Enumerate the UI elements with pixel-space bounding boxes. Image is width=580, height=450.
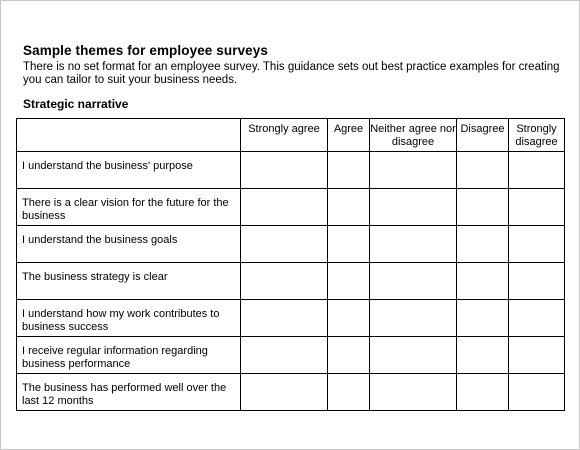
document-title: Sample themes for employee surveys xyxy=(23,43,269,58)
cell-strongly-agree[interactable] xyxy=(240,188,328,226)
section-heading: Strategic narrative xyxy=(23,97,129,111)
cell-agree[interactable] xyxy=(327,151,370,189)
header-agree: Agree xyxy=(327,118,370,152)
table-row: I understand the business goals xyxy=(16,225,565,263)
row-statement: The business has performed well over the… xyxy=(16,373,241,411)
cell-agree[interactable] xyxy=(327,225,370,263)
cell-strongly-agree[interactable] xyxy=(240,373,328,411)
header-neither: Neither agree nor disagree xyxy=(369,118,457,152)
cell-disagree[interactable] xyxy=(456,299,509,337)
table-row: I receive regular information regarding … xyxy=(16,336,565,374)
cell-agree[interactable] xyxy=(327,336,370,374)
cell-disagree[interactable] xyxy=(456,373,509,411)
cell-disagree[interactable] xyxy=(456,262,509,300)
cell-neither[interactable] xyxy=(369,373,457,411)
cell-disagree[interactable] xyxy=(456,151,509,189)
cell-strongly-disagree[interactable] xyxy=(508,151,565,189)
table-row: The business strategy is clear xyxy=(16,262,565,300)
table-row: I understand the business' purpose xyxy=(16,151,565,189)
header-disagree: Disagree xyxy=(456,118,509,152)
row-statement: I understand the business goals xyxy=(16,225,241,263)
cell-agree[interactable] xyxy=(327,188,370,226)
row-statement: There is a clear vision for the future f… xyxy=(16,188,241,226)
cell-disagree[interactable] xyxy=(456,188,509,226)
table-row: The business has performed well over the… xyxy=(16,373,565,411)
cell-neither[interactable] xyxy=(369,262,457,300)
cell-agree[interactable] xyxy=(327,373,370,411)
cell-disagree[interactable] xyxy=(456,336,509,374)
cell-strongly-disagree[interactable] xyxy=(508,225,565,263)
row-statement: I understand how my work contributes to … xyxy=(16,299,241,337)
cell-strongly-disagree[interactable] xyxy=(508,336,565,374)
cell-strongly-disagree[interactable] xyxy=(508,188,565,226)
cell-neither[interactable] xyxy=(369,336,457,374)
table-header-row: Strongly agree Agree Neither agree nor d… xyxy=(16,118,565,152)
cell-strongly-agree[interactable] xyxy=(240,225,328,263)
cell-neither[interactable] xyxy=(369,151,457,189)
table-row: There is a clear vision for the future f… xyxy=(16,188,565,226)
row-statement: The business strategy is clear xyxy=(16,262,241,300)
cell-strongly-agree[interactable] xyxy=(240,151,328,189)
row-statement: I understand the business' purpose xyxy=(16,151,241,189)
cell-disagree[interactable] xyxy=(456,225,509,263)
cell-strongly-disagree[interactable] xyxy=(508,262,565,300)
cell-strongly-agree[interactable] xyxy=(240,262,328,300)
survey-table: Strongly agree Agree Neither agree nor d… xyxy=(16,118,565,411)
cell-neither[interactable] xyxy=(369,188,457,226)
header-strongly-disagree: Strongly disagree xyxy=(508,118,565,152)
cell-agree[interactable] xyxy=(327,299,370,337)
cell-strongly-agree[interactable] xyxy=(240,336,328,374)
cell-neither[interactable] xyxy=(369,299,457,337)
table-row: I understand how my work contributes to … xyxy=(16,299,565,337)
row-statement: I receive regular information regarding … xyxy=(16,336,241,374)
header-statement xyxy=(16,118,241,152)
cell-strongly-agree[interactable] xyxy=(240,299,328,337)
intro-paragraph: There is no set format for an employee s… xyxy=(23,61,560,86)
cell-neither[interactable] xyxy=(369,225,457,263)
header-strongly-agree: Strongly agree xyxy=(240,118,328,152)
cell-strongly-disagree[interactable] xyxy=(508,299,565,337)
cell-agree[interactable] xyxy=(327,262,370,300)
cell-strongly-disagree[interactable] xyxy=(508,373,565,411)
